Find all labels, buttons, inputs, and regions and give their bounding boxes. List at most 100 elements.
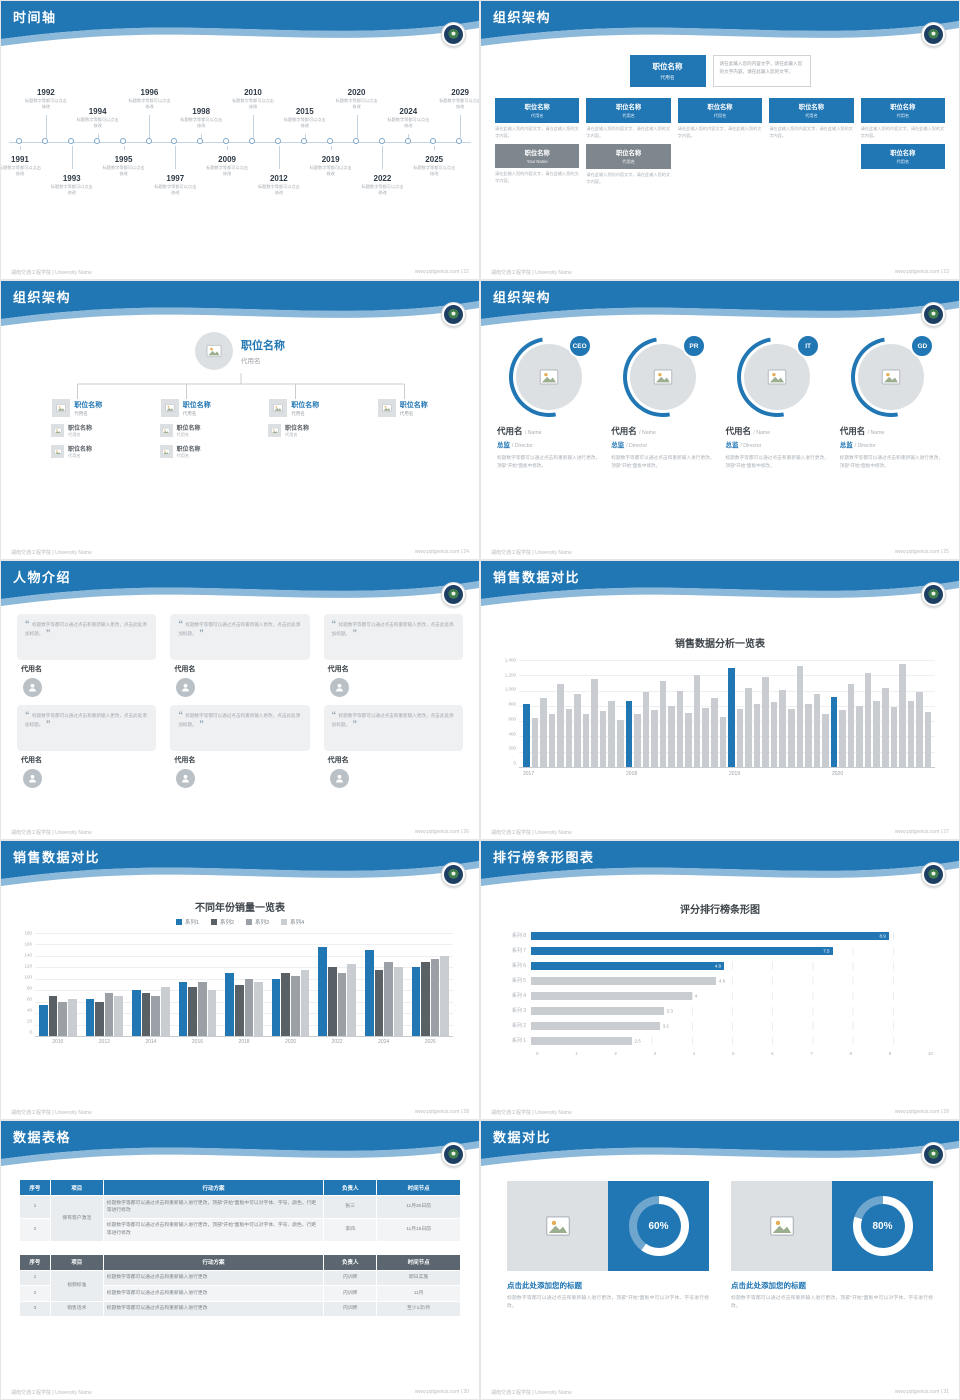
slide-header: 数据表格 <box>1 1121 479 1167</box>
action-table-2: 序号 项目 行动方案 负责人 时间节点 1 视频标准 标题数字等都可以通过点击和重新输入进行更… <box>1 1253 479 1317</box>
timeline-year: 2009 <box>218 155 236 164</box>
org-bottom-row: 职位名称 Your Name 请在此输入您的内容文字，请在此输入您的文字内容。 职位名… <box>495 144 945 185</box>
chart-bar <box>244 978 254 1036</box>
chart-legend: 系列1 系列2 系列3 系列4 <box>1 918 479 926</box>
cell-no: 1 <box>19 1195 51 1219</box>
slide-header: 人物介绍 <box>1 561 479 607</box>
y-tick-label: 160 <box>24 941 32 947</box>
org-note: 请在此输入您的内容文字，请在此输入您的文字内容，请在此输入您的文字。 <box>712 55 811 87</box>
header-wave-shape <box>1 841 479 886</box>
timeline-caption: 标题数字等都可以点击修改 <box>413 165 456 176</box>
timeline-year: 2012 <box>269 174 288 183</box>
position-title: 职位名称 <box>798 104 824 111</box>
timeline-year: 1993 <box>62 174 81 183</box>
slide-title: 人物介绍 <box>13 570 72 585</box>
legend-label: 系列1 <box>184 920 199 926</box>
position-box: 职位名称 代用名 <box>677 98 763 123</box>
slide-org-circles[interactable]: 组织架构 CEO 代用名 / Name 总监 / Director 标题数字等都可以通… <box>480 280 960 560</box>
footer-right: www.pptgenius.com | 27 <box>894 829 949 835</box>
slide-body: 60% 点击此处添加您的标题 标题数字等都可以通过点击和重新输入进行更改，顶部“开始… <box>481 1167 959 1383</box>
person-icon <box>182 774 190 783</box>
y-tick-label: 60 <box>26 996 32 1002</box>
category-label: 系列 7 <box>511 948 526 954</box>
gridline <box>519 736 935 738</box>
avatar <box>329 769 349 788</box>
action-table-1: 序号 项目 行动方案 负责人 时间节点 1 保有客户激活 标题数字等都可以通过点击和重新输入进… <box>1 1179 479 1242</box>
header-wave-shape <box>1 281 479 326</box>
quote-text: 标题数字等都可以通过点击和重新输入更改，点击此处添加标题。 <box>331 713 454 727</box>
slide-people[interactable]: 人物介绍 “ 标题数字等都可以通过点击和重新输入更改，点击此处添加标题。 ” 代用… <box>0 560 480 840</box>
ranking-row: 系列 1 2.5 <box>499 1033 933 1048</box>
y-tick-label: 1,400 <box>504 657 516 663</box>
open-quote-icon: “ <box>331 619 339 629</box>
image-placeholder-icon <box>273 404 283 412</box>
chart-bar <box>676 691 684 767</box>
org-columns: 职位名称 代用名 请在此输入您的内容文字，请在此输入您的文字内容。 职位名称 代用名 请在… <box>495 98 945 139</box>
position-name: 代用名 <box>182 410 197 416</box>
column-header: 时间节点 <box>376 1253 461 1271</box>
legend-swatch <box>210 919 217 925</box>
gridline <box>519 751 935 753</box>
cell-plan: 标题数字等都可以通过点击和重新输入进行更改 <box>102 1285 325 1302</box>
open-quote-icon: “ <box>178 619 186 629</box>
position-box: 职位名称 Your Name <box>495 144 580 168</box>
slide-sales-yearly[interactable]: 销售数据对比 不同年份销量一览表 系列1 系列2 系列3 系列4 180 160 140 1… <box>0 840 480 1120</box>
x-tick-label: 9 <box>888 1051 892 1056</box>
position-name: 代用名 <box>805 113 818 118</box>
x-tick-label: 2016 <box>191 1039 204 1045</box>
timeline-caption: 标题数字等都可以点击修改 <box>439 98 479 110</box>
chart-bar <box>693 674 701 767</box>
timeline-node <box>16 138 23 145</box>
block-heading: 点击此处添加您的标题 <box>507 1281 582 1290</box>
member-desc: 标题数字等都可以通过点击和重新输入进行更改，顶部“开始”面板中修改。 <box>725 455 829 468</box>
slide-org-boxes[interactable]: 组织架构 职位名称 代用名 请在此输入您的内容文字，请在此输入您的文字内容，请在… <box>480 0 960 280</box>
slide-compare[interactable]: 数据对比 60% 点击此处添加您的标题 标题数字等都可以通过点击和重新输入进行更改，… <box>480 1120 960 1400</box>
position-title: 职位名称 <box>399 401 428 409</box>
footer-left: 湖南交通工程学院 | University Name <box>11 1110 92 1116</box>
timeline-entry: 1994 标题数字等都可以点击修改 <box>77 107 119 129</box>
chart-bar <box>770 702 778 767</box>
footer-left: 湖南交通工程学院 | University Name <box>491 1390 572 1396</box>
table-row: 1 视频标准 标题数字等都可以通过点击和重新输入进行更改 内训师 即日实施 <box>19 1269 461 1302</box>
org-note: 请在此输入您的内容文字，请在此输入您的文字内容。 <box>495 171 579 183</box>
timeline-year: 2024 <box>399 107 418 117</box>
slide-body: 序号 项目 行动方案 负责人 时间节点 1 保有客户激活 标题数字等都可以通过点击和重新输入进… <box>1 1167 479 1383</box>
position-title: 职位名称 <box>176 447 201 453</box>
value-label: 4.8 <box>714 963 721 968</box>
chart-bar <box>659 681 667 767</box>
footer-right: www.pptgenius.com | 25 <box>894 549 949 555</box>
slide-timeline[interactable]: 时间轴 1991 标题数字等都可以点击修改 1992 标题数字等都可以点击修改 1993… <box>0 0 480 280</box>
slide-org-tree[interactable]: 组织架构 职位名称 代用名 职位名称 代用名 职位名称 代用名 职位名称 代用名 职位名称代… <box>0 280 480 560</box>
slide-sales-monthly[interactable]: 销售数据对比 销售数据分析一览表 1,400 1,200 1,000 800 600 40… <box>480 560 960 840</box>
member-name: 代用名 / Name <box>839 426 885 436</box>
chart-bar <box>411 967 421 1036</box>
open-quote-icon: “ <box>331 710 339 720</box>
chart-bar <box>207 990 217 1036</box>
x-tick-label: 2026 <box>424 1039 436 1045</box>
logo-emblem <box>444 1145 463 1164</box>
position-title: 职位名称 <box>68 447 93 453</box>
member-photo: CEO <box>492 327 605 433</box>
slide-tables[interactable]: 数据表格 序号 项目 行动方案 负责人 时间节点 1 保有客户激活 标题数字等都可以通过点击和… <box>0 1120 480 1400</box>
chart-bar <box>48 995 58 1036</box>
logo-emblem <box>924 585 943 604</box>
timeline-item: 2022 标题数字等都可以点击修改 <box>362 47 403 237</box>
header-wave-shape <box>481 1121 959 1166</box>
position-name: 代用名 <box>660 76 675 81</box>
timeline-node <box>352 138 359 145</box>
chart-bar <box>393 967 403 1036</box>
slide-ranking[interactable]: 排行榜条形图表 评分排行榜条形图 系列 8 8.9 系列 7 7.5 系列 6 4.8 系列… <box>480 840 960 1120</box>
open-quote-icon: “ <box>25 710 33 720</box>
legend-label: 系列2 <box>219 920 234 926</box>
slide-body: 不同年份销量一览表 系列1 系列2 系列3 系列4 180 160 140 120 100 80… <box>1 887 479 1103</box>
position-title: 职位名称 <box>291 401 320 409</box>
person-name: 代用名 <box>327 666 349 673</box>
chart-bar <box>161 987 170 1036</box>
chart-bar <box>796 666 804 767</box>
legend-swatch <box>175 919 182 925</box>
chart-bar <box>873 700 880 767</box>
chart-bar <box>531 1006 664 1015</box>
header-wave-icon <box>1 561 479 607</box>
image-placeholder <box>51 445 64 458</box>
org-column: 职位名称 代用名 请在此输入您的内容文字，请在此输入您的文字内容。 <box>586 98 671 139</box>
